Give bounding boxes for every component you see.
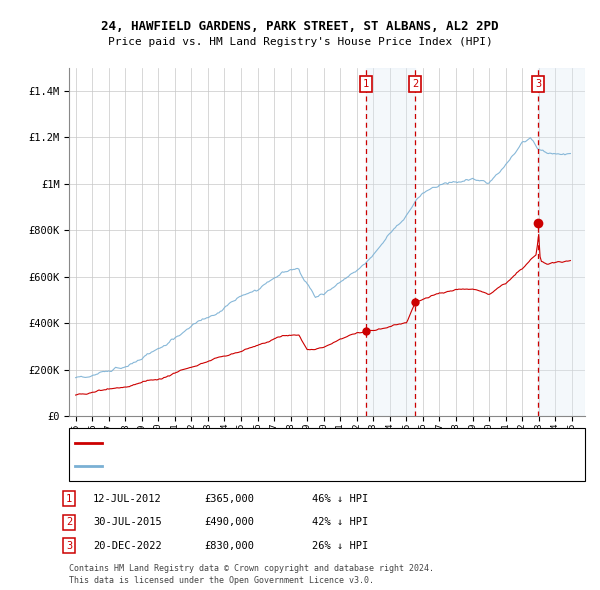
Text: £830,000: £830,000 [204,541,254,550]
Text: HPI: Average price, detached house, St Albans: HPI: Average price, detached house, St A… [108,461,373,471]
Text: 2: 2 [66,517,72,527]
Text: 24, HAWFIELD GARDENS, PARK STREET, ST ALBANS, AL2 2PD (detached house): 24, HAWFIELD GARDENS, PARK STREET, ST AL… [108,438,519,448]
Text: 46% ↓ HPI: 46% ↓ HPI [312,494,368,503]
Text: 3: 3 [66,541,72,550]
Text: Price paid vs. HM Land Registry's House Price Index (HPI): Price paid vs. HM Land Registry's House … [107,38,493,47]
Text: 1: 1 [66,494,72,503]
Text: 12-JUL-2012: 12-JUL-2012 [93,494,162,503]
Bar [538,68,585,416]
Text: 30-JUL-2015: 30-JUL-2015 [93,517,162,527]
Text: 42% ↓ HPI: 42% ↓ HPI [312,517,368,527]
Text: 1: 1 [362,79,369,89]
Text: 2: 2 [412,79,418,89]
Text: 20-DEC-2022: 20-DEC-2022 [93,541,162,550]
Text: This data is licensed under the Open Government Licence v3.0.: This data is licensed under the Open Gov… [69,576,374,585]
Text: £365,000: £365,000 [204,494,254,503]
Text: £490,000: £490,000 [204,517,254,527]
Text: 24, HAWFIELD GARDENS, PARK STREET, ST ALBANS, AL2 2PD: 24, HAWFIELD GARDENS, PARK STREET, ST AL… [101,20,499,33]
Text: Contains HM Land Registry data © Crown copyright and database right 2024.: Contains HM Land Registry data © Crown c… [69,565,434,573]
Text: 26% ↓ HPI: 26% ↓ HPI [312,541,368,550]
Text: 3: 3 [535,79,541,89]
Bar [365,68,415,416]
